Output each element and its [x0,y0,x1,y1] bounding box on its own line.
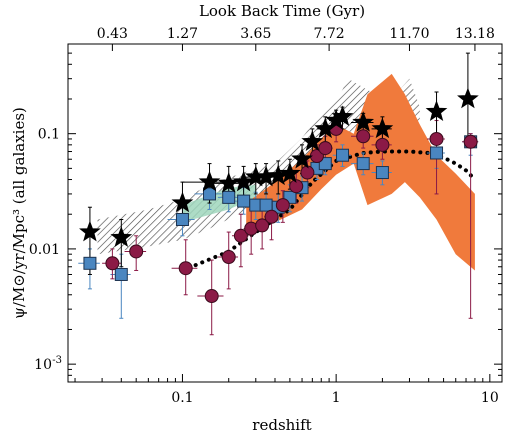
top-tick-label: 13.18 [455,26,495,42]
top-axis-title: Look Back Time (Gyr) [199,2,365,20]
star-point [331,105,354,127]
x-axis-title: redshift [252,416,311,434]
x-tick-label: 10 [481,390,499,406]
square-point [318,157,332,171]
star-point [232,170,255,192]
square-point [222,190,236,204]
square-point [375,166,389,180]
plot-frame [67,43,503,383]
star-point [110,226,133,247]
circle-point [429,131,444,146]
star-point [425,100,448,121]
circle-point [204,289,219,304]
star-point [371,117,394,139]
x-tick-label: 0.1 [171,390,193,406]
square-point [336,148,350,162]
y-tick-label: 0.01 [29,242,60,258]
circle-point [178,261,193,276]
square-point [237,194,251,208]
star-point [301,130,324,152]
circle-point [255,218,270,233]
circle-point [356,129,371,144]
star-point [291,147,313,169]
y-tick-label: 10 [34,357,52,373]
square-point [430,146,444,160]
x-tick-label: 1 [332,390,341,406]
top-tick-label: 1.27 [167,26,198,42]
square-point [114,267,128,281]
star-point [352,111,375,132]
circle-point [300,165,315,180]
star-point [279,162,301,183]
square-point [175,212,189,226]
star-point [457,87,479,109]
top-tick-label: 0.43 [97,26,128,42]
circle-point [318,141,333,156]
square-point [203,187,217,201]
circle-point [129,244,144,259]
circle-point [264,209,279,224]
top-tick-label: 3.65 [240,26,271,42]
circle-point [375,137,390,152]
circle-point [221,250,236,265]
y-axis-title: ψ/M⊙/yr/Mpc³ (all galaxies) [10,107,28,319]
square-point [83,256,97,270]
star-point [79,220,101,242]
square-point [259,198,273,212]
circle-point [463,134,478,149]
y-tick-exponent: -3 [52,355,62,366]
square-point [356,157,370,171]
band-orange [246,73,475,271]
circle-point [233,228,248,243]
circle-point [105,256,120,271]
circle-point [289,179,304,194]
top-tick-label: 7.72 [314,26,345,42]
star-point [198,170,221,192]
circle-point [275,198,290,213]
model-dotted-line [180,149,477,273]
star-point [171,191,194,213]
y-tick-label: 0.1 [38,127,60,143]
top-tick-label: 11.70 [389,26,429,42]
band-green [182,184,256,223]
